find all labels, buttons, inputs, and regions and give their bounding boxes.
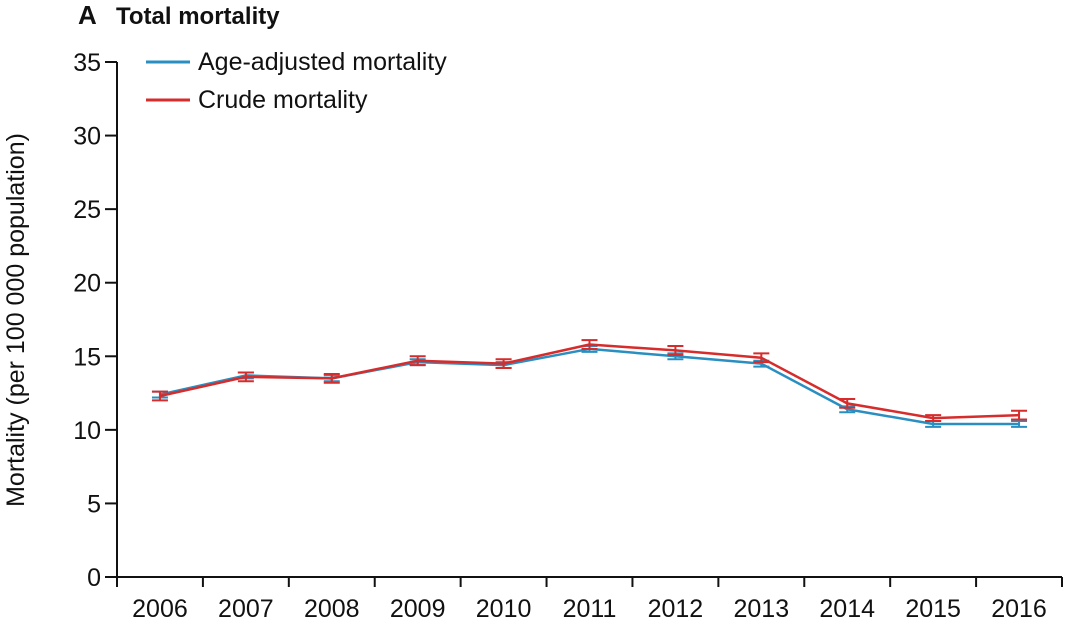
y-tick-label: 10 — [73, 417, 101, 445]
error-bar — [151, 390, 168, 402]
x-tick-label: 2012 — [648, 595, 704, 623]
error-bar — [495, 358, 512, 370]
x-tick-label: 2010 — [476, 595, 532, 623]
error-bar — [237, 371, 254, 383]
series-layer — [151, 339, 1028, 428]
y-tick-label: 25 — [73, 196, 101, 224]
y-tick-label: 15 — [73, 343, 101, 371]
x-tick-label: 2008 — [304, 595, 360, 623]
x-tick-label: 2007 — [218, 595, 274, 623]
series-0 — [151, 344, 1028, 428]
legend-label: Crude mortality — [198, 86, 368, 114]
x-tick-label: 2013 — [734, 595, 790, 623]
error-bar — [1011, 420, 1028, 428]
y-axis-title: Mortality (per 100 000 population) — [2, 133, 30, 507]
error-bar — [1011, 409, 1028, 421]
series-1 — [151, 339, 1028, 423]
panel-letter: A — [78, 0, 97, 30]
legend-item: Age-adjusted mortality — [146, 48, 447, 76]
error-bar — [667, 344, 684, 356]
error-bar — [581, 339, 598, 350]
x-tick-label: 2015 — [905, 595, 961, 623]
legend-label: Age-adjusted mortality — [198, 48, 447, 76]
legend-item: Crude mortality — [146, 86, 368, 114]
x-tick-label: 2014 — [819, 595, 875, 623]
series-line — [159, 347, 1020, 426]
error-bar — [839, 397, 856, 409]
x-tick-label: 2011 — [563, 595, 617, 623]
error-bar — [925, 414, 942, 423]
y-tick-label: 35 — [73, 49, 101, 77]
legend: Age-adjusted mortality Crude mortality — [146, 48, 447, 114]
error-bar — [753, 352, 770, 364]
y-axis: 0 5 10 15 20 25 30 35 — [73, 49, 118, 592]
y-tick-label: 30 — [73, 123, 101, 151]
chart-title: Total mortality — [116, 3, 280, 30]
y-tick-label: 0 — [87, 564, 101, 592]
x-tick-label: 2009 — [390, 595, 446, 623]
error-bar — [323, 372, 340, 384]
y-tick-label: 20 — [73, 270, 101, 298]
x-axis: 2006 2007 2008 2009 2010 2011 2012 2013 2014 2015… — [116, 576, 1063, 623]
y-tick-label: 5 — [87, 490, 101, 518]
x-tick-label: 2016 — [991, 595, 1047, 623]
error-bar — [409, 355, 426, 367]
x-tick-label: 2006 — [132, 595, 188, 623]
series-line — [159, 343, 1020, 420]
